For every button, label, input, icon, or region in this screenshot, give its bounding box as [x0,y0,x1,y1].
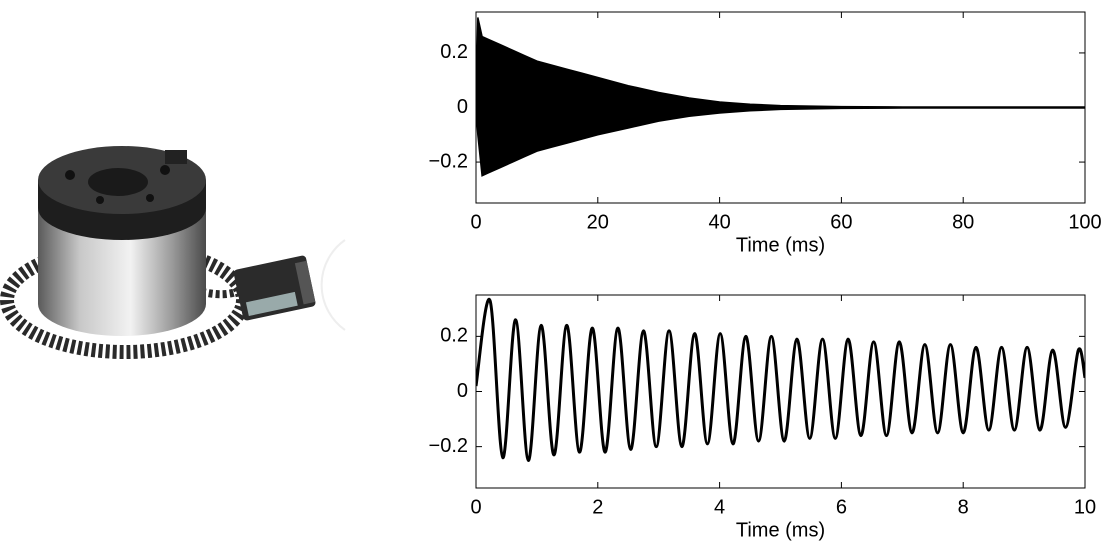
y-tick-label: 0.2 [440,325,468,347]
x-tick-label: 10 [1074,496,1096,518]
signal-line [476,297,1085,462]
y-tick-label: −0.2 [429,150,468,172]
x-tick-label: 80 [952,211,974,233]
y-tick-label: −0.2 [429,435,468,457]
x-tick-label: 0 [470,496,481,518]
x-tick-label: 6 [836,496,847,518]
signal-envelope [476,17,1085,177]
x-tick-label: 100 [1068,211,1101,233]
x-tick-label: 20 [587,211,609,233]
plot-area [476,297,1085,462]
x-tick-label: 0 [470,211,481,233]
x-tick-label: 8 [958,496,969,518]
x-axis-label: Time (ms) [736,234,825,256]
x-axis-label: Time (ms) [736,519,825,541]
y-tick-label: 0 [457,96,468,118]
x-tick-label: 40 [708,211,730,233]
y-tick-label: 0 [457,380,468,402]
x-tick-label: 60 [830,211,852,233]
y-tick-label: 0.2 [440,41,468,63]
x-tick-label: 4 [714,496,725,518]
x-tick-label: 2 [592,496,603,518]
plot-area [476,17,1085,177]
device-photo [0,146,346,359]
